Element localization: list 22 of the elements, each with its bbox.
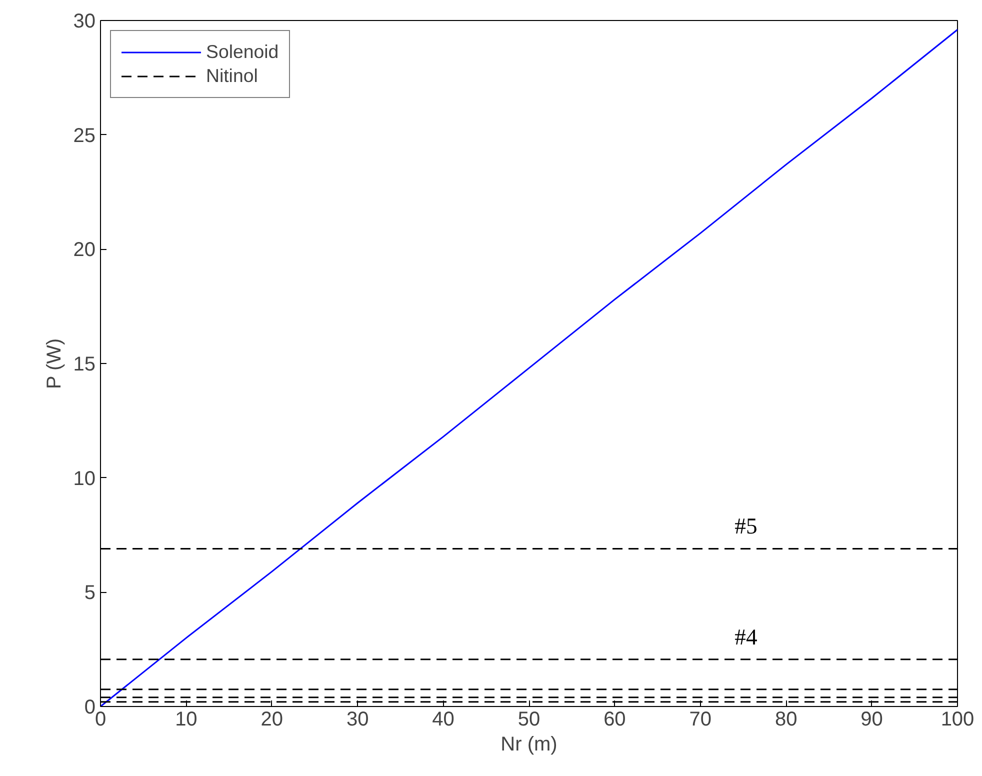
x-tick-label: 30 <box>346 708 369 730</box>
legend-label: Solenoid <box>206 41 279 63</box>
x-axis-title: Nr (m) <box>500 734 558 756</box>
y-tick-label: 15 <box>73 354 96 376</box>
annotation: #5 <box>734 514 758 539</box>
x-tick-label: 70 <box>689 708 712 730</box>
y-tick-label: 20 <box>73 239 96 262</box>
y-tick-label: 30 <box>73 10 96 32</box>
x-tick-label: 50 <box>518 708 540 730</box>
x-tick-label: 60 <box>604 708 626 730</box>
x-tick-label: 90 <box>860 708 883 730</box>
y-tick-label: 25 <box>73 124 96 147</box>
x-tick-label: 100 <box>940 708 974 730</box>
y-tick-label: 10 <box>73 468 96 490</box>
x-tick-label: 80 <box>774 708 798 730</box>
annotation: #4 <box>734 624 758 650</box>
x-tick-label: 40 <box>432 708 454 730</box>
x-tick-label: 20 <box>260 708 284 730</box>
y-tick-label: 5 <box>84 582 96 604</box>
y-axis-title: P (W) <box>43 338 66 390</box>
legend-label: Nitinol <box>206 65 258 87</box>
x-tick-label: 10 <box>175 708 198 730</box>
